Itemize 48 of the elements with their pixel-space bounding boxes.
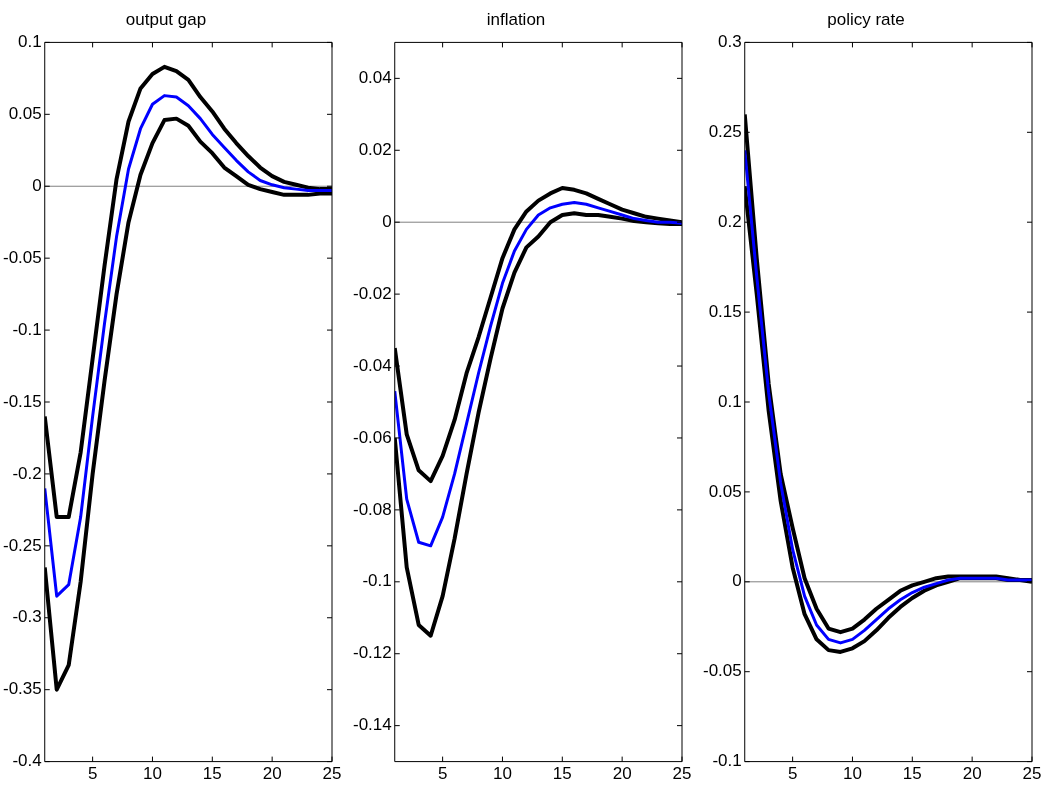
chart-title: policy rate (827, 9, 905, 29)
x-tick-label: 5 (437, 764, 448, 784)
x-tick-label: 10 (843, 764, 862, 784)
y-tick-label: 0.1 (18, 32, 42, 52)
chart-title: output gap (125, 9, 207, 29)
y-tick-label: -0.08 (353, 499, 392, 519)
y-tick-label: -0.2 (12, 463, 42, 483)
y-tick-label: -0.4 (12, 751, 42, 771)
y-tick-label: 0 (32, 175, 42, 195)
x-tick-label: 5 (787, 764, 798, 784)
y-tick-label: -0.1 (12, 319, 42, 339)
y-tick-label: -0.05 (3, 247, 42, 267)
x-tick-label: 15 (552, 764, 572, 784)
x-tick-label: 20 (612, 764, 632, 784)
y-tick-label: -0.25 (3, 535, 42, 555)
x-tick-label: 20 (262, 764, 282, 784)
y-tick-label: 0.2 (718, 211, 742, 231)
y-tick-label: -0.14 (353, 715, 392, 735)
y-tick-label: 0 (732, 571, 742, 591)
y-tick-label: 0.04 (358, 68, 392, 88)
x-tick-label: 15 (202, 764, 222, 784)
y-tick-label: 0.3 (718, 32, 742, 52)
y-tick-label: -0.04 (353, 355, 392, 375)
y-tick-label: 0.1 (718, 391, 742, 411)
y-tick-label: -0.05 (703, 661, 742, 681)
y-tick-label: -0.12 (353, 643, 392, 663)
x-tick-label: 20 (962, 764, 982, 784)
y-tick-label: -0.1 (712, 751, 742, 771)
x-tick-label: 15 (902, 764, 922, 784)
y-tick-label: -0.35 (3, 679, 42, 699)
x-tick-label: 25 (1022, 764, 1042, 784)
y-tick-label: -0.3 (12, 607, 42, 627)
y-tick-label: 0.25 (708, 121, 742, 141)
y-tick-label: 0.05 (8, 104, 42, 124)
y-tick-label: 0.05 (708, 481, 742, 501)
x-tick-label: 25 (672, 764, 692, 784)
y-tick-label: -0.15 (3, 391, 42, 411)
x-tick-label: 5 (87, 764, 98, 784)
y-tick-label: -0.02 (353, 283, 392, 303)
x-tick-label: 10 (143, 764, 162, 784)
y-tick-label: 0.15 (708, 301, 742, 321)
y-tick-label: 0.02 (358, 139, 392, 159)
y-tick-label: 0 (382, 211, 392, 231)
y-tick-label: -0.1 (362, 571, 392, 591)
chart-title: inflation (486, 9, 546, 29)
y-tick-label: -0.06 (353, 427, 392, 447)
x-tick-label: 25 (322, 764, 342, 784)
x-tick-label: 10 (493, 764, 512, 784)
